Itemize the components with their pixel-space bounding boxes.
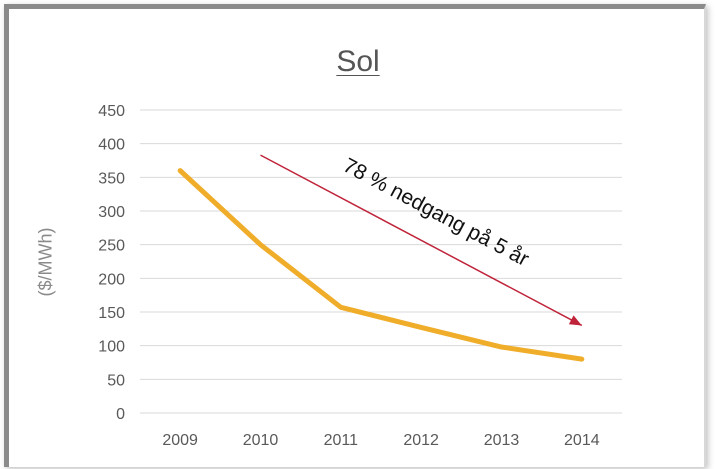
y-tick-label: 350 <box>98 170 125 187</box>
trend-arrow <box>260 154 583 327</box>
y-tick-label: 50 <box>107 372 125 389</box>
x-tick-label: 2009 <box>162 432 198 449</box>
y-tick-label: 400 <box>98 137 125 154</box>
x-tick-label: 2012 <box>403 432 439 449</box>
y-tick-label: 450 <box>98 103 125 120</box>
x-tick-labels: 2009 2010 2011 2012 2013 2014 <box>162 432 599 449</box>
gridlines <box>140 109 622 414</box>
y-tick-label: 150 <box>98 305 125 322</box>
chart-frame <box>4 4 706 467</box>
series-line <box>177 168 585 362</box>
x-tick-label: 2014 <box>564 432 600 449</box>
x-tick-label: 2013 <box>484 432 520 449</box>
y-tick-label: 0 <box>116 406 125 423</box>
y-tick-label: 250 <box>98 238 125 255</box>
y-tick-label: 200 <box>98 271 125 288</box>
chart-title: Sol <box>336 45 380 78</box>
y-tick-labels: 0 50 100 150 200 250 300 350 400 450 <box>98 103 125 423</box>
x-tick-label: 2011 <box>324 432 359 449</box>
trend-arrowhead <box>568 315 582 326</box>
y-tick-label: 100 <box>98 339 125 356</box>
trend-annotation: 78 % nedgang på 5 år <box>260 154 583 327</box>
x-tick-label: 2010 <box>243 432 279 449</box>
y-tick-label: 300 <box>98 204 125 221</box>
series-lines <box>177 168 585 362</box>
